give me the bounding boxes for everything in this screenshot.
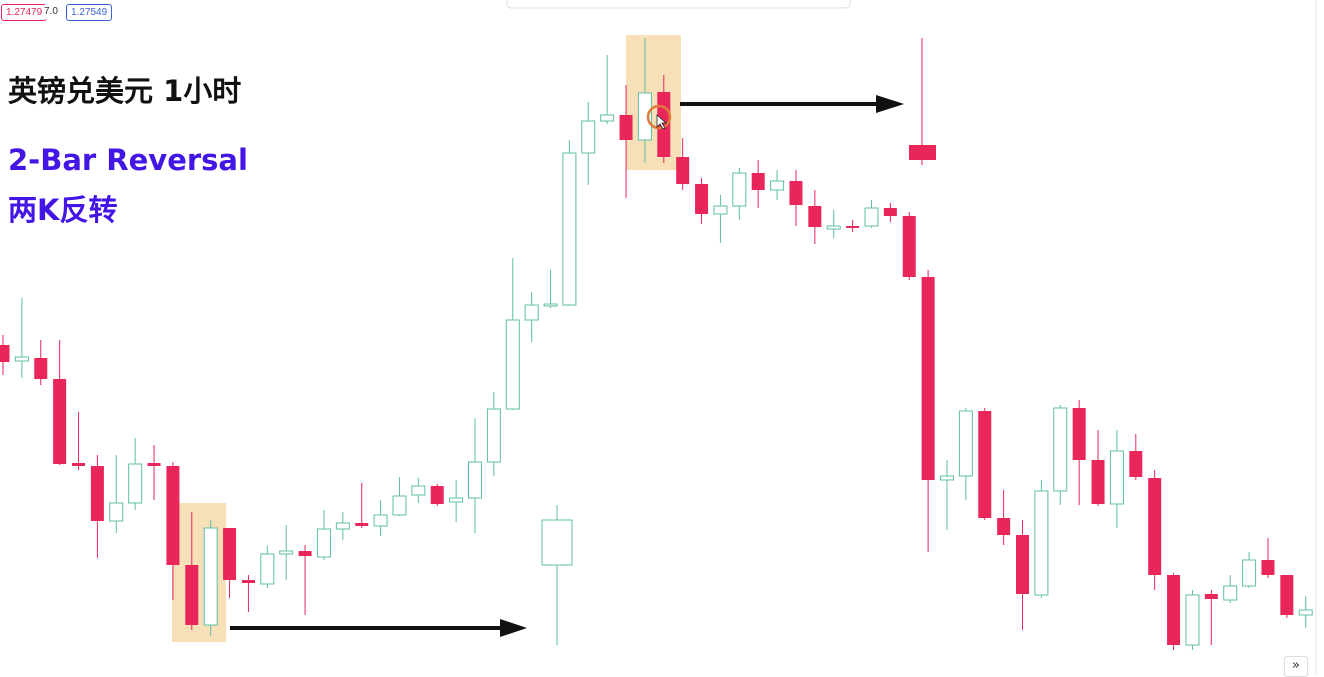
candle-body [1261,560,1275,575]
candle-body [486,408,501,463]
candle-body [543,303,558,307]
candle-body [1034,490,1049,596]
candle-body [1053,407,1068,492]
chart-title: 英镑兑美元 1小时 [8,74,242,108]
candle-body [166,466,180,565]
candle-body [279,550,294,555]
candle-body [600,114,615,122]
annotation: 2-Bar Reversal [8,143,248,177]
candle-body [203,527,218,626]
candle-body [0,345,10,362]
candle-body [1109,450,1124,505]
candle-body [335,522,350,530]
candle-body [808,206,822,227]
candle-body [298,551,312,556]
candle-body [619,115,633,140]
bid-label: 1.27479 [1,4,48,21]
candle-body [260,553,275,585]
candle-body [921,277,935,480]
toolbar [506,0,851,9]
candle-body [562,152,577,306]
annotation: 两K反转 [8,193,118,227]
candle-body [1204,594,1218,599]
candle-body [373,514,388,527]
candle-body [90,466,104,521]
candle-body [846,226,860,228]
candle-body [902,216,916,277]
candle-body [147,463,161,466]
candle-body [732,172,747,207]
candle-body [524,304,539,321]
candle-body [1223,585,1238,601]
candle-body [449,497,464,503]
candle-body [355,523,369,526]
candle-body [676,157,690,184]
arrow-head [500,619,527,637]
candle-body [1280,575,1294,615]
pattern-highlight [172,503,226,642]
candle-body [1072,408,1086,460]
arrow-head [876,95,904,113]
candle-body [72,463,86,466]
candle-body [940,475,954,481]
spread-label: 7.0 [44,4,58,19]
candle-body [958,410,973,477]
candle-body [713,205,728,215]
candle-body [1167,575,1181,645]
candle-body [751,173,765,190]
candle-body [53,379,67,464]
candle-body [1298,609,1313,616]
projection-body [541,519,573,566]
candle-body [1185,594,1200,646]
candle-body [505,319,520,410]
candle-body [770,180,785,191]
candle-body [826,225,841,230]
candle-body [1091,460,1105,504]
candle-body [223,528,237,580]
candle-body [109,502,124,522]
candle-body [128,463,143,504]
candle-body [185,565,199,625]
candle-body [581,120,596,154]
candle-body [789,181,803,205]
candle-body [241,580,255,583]
candle-body [468,461,482,499]
scroll-button[interactable]: » [1284,656,1308,677]
candle-body [1148,478,1162,575]
candle-body [978,411,992,518]
candle-body [411,485,426,496]
pattern-highlight [626,35,681,170]
candle-body [14,356,29,362]
candle-body [695,184,709,214]
candle-body [1129,451,1143,477]
candle-body [1242,559,1257,587]
candle-body [34,358,48,379]
candles [0,38,1313,650]
cursor [656,114,668,130]
candle-body [392,495,407,516]
projection-body [909,145,936,160]
candle-body [637,92,652,141]
candle-body [430,486,444,504]
ask-label: 1.27549 [66,4,113,21]
cursor-ring [646,104,672,130]
candle-body [883,208,897,216]
candle-body [997,518,1011,535]
candle-body [1016,535,1030,594]
candle-body [864,207,879,227]
candle-body [316,528,331,558]
